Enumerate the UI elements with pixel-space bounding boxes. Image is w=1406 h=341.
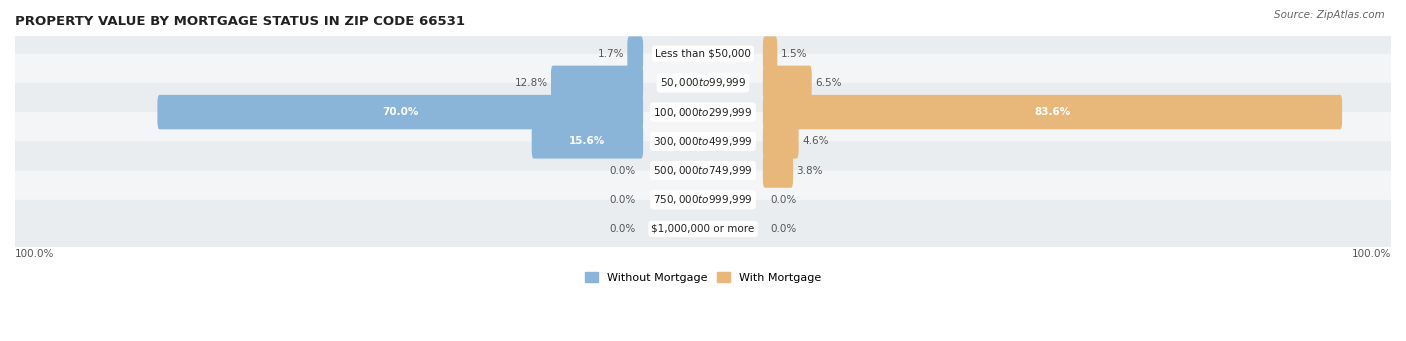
Text: 0.0%: 0.0% [609,165,636,176]
Text: $100,000 to $299,999: $100,000 to $299,999 [654,106,752,119]
FancyBboxPatch shape [11,200,1395,258]
Text: $500,000 to $749,999: $500,000 to $749,999 [654,164,752,177]
Text: $1,000,000 or more: $1,000,000 or more [651,224,755,234]
Text: 4.6%: 4.6% [801,136,828,146]
Text: 0.0%: 0.0% [770,224,797,234]
FancyBboxPatch shape [11,141,1395,200]
FancyBboxPatch shape [157,95,643,129]
FancyBboxPatch shape [11,25,1395,83]
Text: 0.0%: 0.0% [609,224,636,234]
Text: 100.0%: 100.0% [1351,249,1391,260]
Text: 12.8%: 12.8% [515,78,547,88]
Text: $50,000 to $99,999: $50,000 to $99,999 [659,76,747,89]
Text: 6.5%: 6.5% [815,78,842,88]
FancyBboxPatch shape [763,36,778,71]
Text: 0.0%: 0.0% [770,195,797,205]
FancyBboxPatch shape [763,153,793,188]
Text: 1.5%: 1.5% [780,49,807,59]
FancyBboxPatch shape [11,83,1395,141]
Text: $750,000 to $999,999: $750,000 to $999,999 [654,193,752,206]
Text: $300,000 to $499,999: $300,000 to $499,999 [654,135,752,148]
Text: PROPERTY VALUE BY MORTGAGE STATUS IN ZIP CODE 66531: PROPERTY VALUE BY MORTGAGE STATUS IN ZIP… [15,15,465,28]
FancyBboxPatch shape [11,170,1395,229]
Text: 3.8%: 3.8% [797,165,823,176]
FancyBboxPatch shape [11,54,1395,112]
FancyBboxPatch shape [11,112,1395,170]
Text: Source: ZipAtlas.com: Source: ZipAtlas.com [1274,10,1385,20]
Text: 15.6%: 15.6% [569,136,606,146]
FancyBboxPatch shape [763,124,799,159]
Text: 70.0%: 70.0% [382,107,419,117]
Text: 100.0%: 100.0% [15,249,55,260]
FancyBboxPatch shape [531,124,643,159]
FancyBboxPatch shape [551,65,643,100]
Text: 0.0%: 0.0% [609,195,636,205]
FancyBboxPatch shape [763,95,1343,129]
Text: 1.7%: 1.7% [598,49,624,59]
Legend: Without Mortgage, With Mortgage: Without Mortgage, With Mortgage [581,268,825,287]
FancyBboxPatch shape [627,36,643,71]
Text: 83.6%: 83.6% [1035,107,1070,117]
FancyBboxPatch shape [763,65,811,100]
Text: Less than $50,000: Less than $50,000 [655,49,751,59]
